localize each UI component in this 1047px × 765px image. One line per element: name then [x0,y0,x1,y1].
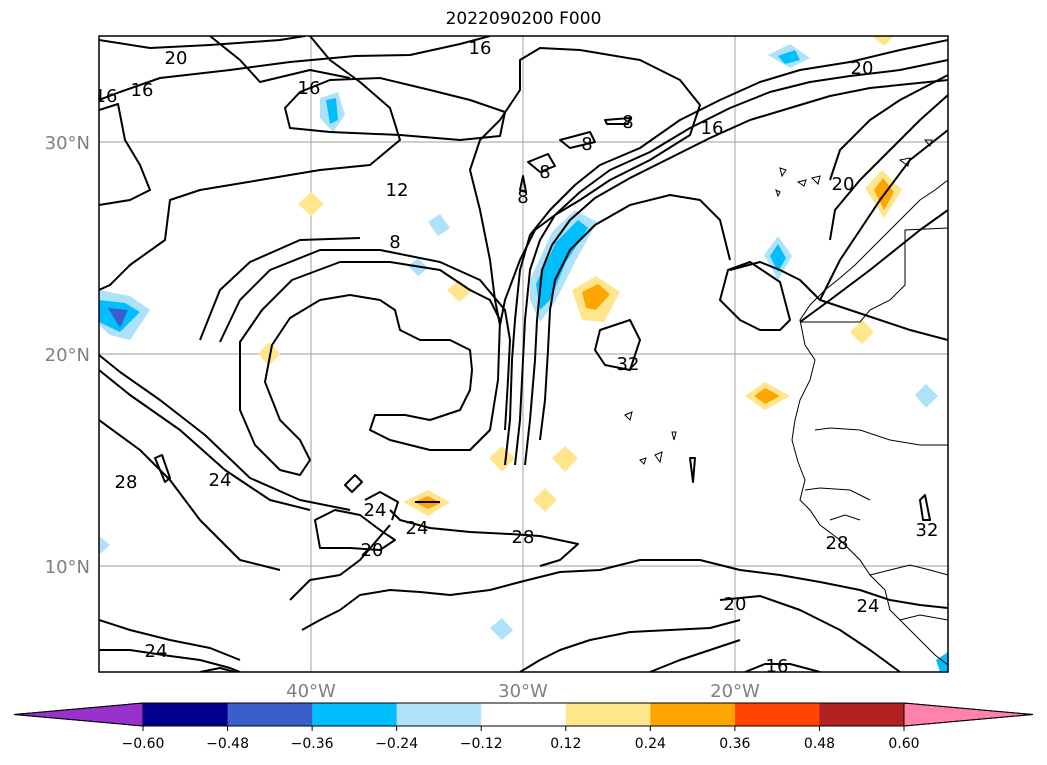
contour-label: 32 [617,354,640,375]
contour-label: 16 [469,38,492,59]
map-border [98,35,949,673]
contour-label: 8 [389,232,400,253]
contour-label: 16 [95,86,118,107]
lon-label-40w: 40°W [286,681,336,702]
colorbar-extend-max [903,702,1034,727]
lat-label-10n: 10°N [45,557,90,578]
lat-label-30n: 30°N [45,133,90,154]
contour-label: 20 [832,174,855,195]
colorbar-tick-label: 0.24 [635,736,666,752]
contour-label: 16 [766,656,789,677]
contour-label: 8 [539,162,550,183]
colorbar-tick-label: 0.36 [719,736,750,752]
colorbar-segment [227,703,313,726]
colorbar-tick-label: −0.60 [122,736,165,752]
contour-label: 24 [364,500,387,521]
contour-label: 16 [701,118,724,139]
contour-lines [99,36,948,672]
colorbar-segment [819,703,905,726]
contour-label: 8 [622,112,633,133]
map-title: 2022090200 F000 [445,9,602,29]
contour-label: 16 [131,80,154,101]
contour-label: 8 [517,187,528,208]
lon-label-20w: 20°W [710,681,760,702]
colorbar-extend-min [13,702,144,727]
colorbar-tick-label: −0.36 [291,736,334,752]
colorbar-tick-label: −0.12 [460,736,503,752]
contour-label: 20 [724,594,747,615]
colorbar-tick-label: −0.48 [206,736,249,752]
colorbar-tick-label: 0.12 [550,736,581,752]
coastline [624,139,948,666]
latitude-labels: 30°N 20°N 10°N [45,133,90,578]
colorbar-segment [312,703,398,726]
contour-label: 32 [916,520,939,541]
contour-label: 24 [406,518,429,539]
contour-label-layer: 20 16 16 16 16 20 8 8 16 8 8 12 8 20 32 … [95,38,939,677]
contour-label: 28 [826,533,849,554]
lat-label-20n: 20°N [45,345,90,366]
contour-label: 28 [115,472,138,493]
contour-label: 24 [209,470,232,491]
colorbar-segment [143,703,229,726]
colorbar-segment [565,703,651,726]
colorbar-segment [396,703,482,726]
colorbar-segment [734,703,820,726]
contour-label: 20 [361,540,384,561]
colorbar-segment [650,703,736,726]
contour-label: 24 [857,596,880,617]
contour-label: 8 [581,134,592,155]
longitude-labels: 40°W 30°W 20°W [286,681,760,702]
colorbar: −0.60 −0.48 −0.36 −0.24 −0.12 0.12 0.24 0.36 0.4… [13,702,1034,752]
contour-label: 20 [851,58,874,79]
contour-label: 20 [165,48,188,69]
contour-label: 24 [145,641,168,662]
colorbar-segment [481,703,567,726]
lon-label-30w: 30°W [498,681,548,702]
colorbar-tick-label: −0.24 [375,736,418,752]
contour-label: 16 [298,78,321,99]
contour-label: 12 [386,180,409,201]
colorbar-tick-label: 0.48 [804,736,835,752]
contour-label: 28 [512,527,535,548]
colorbar-tick-label: 0.60 [888,736,919,752]
